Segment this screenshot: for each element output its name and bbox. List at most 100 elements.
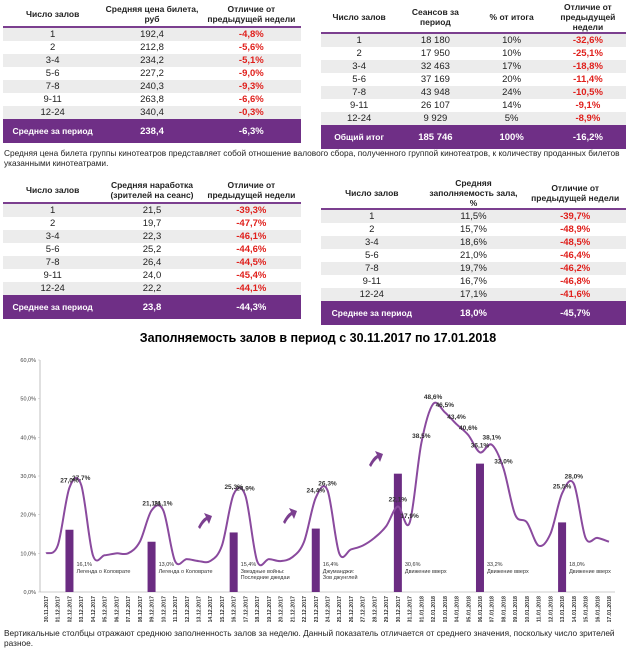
cell: 19,7% xyxy=(422,262,525,275)
bar-film: Движение вверх xyxy=(487,569,529,575)
table: Число залов Сеансов за период% от итога От… xyxy=(321,2,626,149)
x-tick-label: 14.01.2018 xyxy=(572,596,578,622)
table-foot: Среднее за период 18,0% -45,7% xyxy=(321,301,626,325)
point-label: 38,1% xyxy=(482,435,501,442)
header-cell: Число залов xyxy=(321,178,423,210)
cell: 12-24 xyxy=(321,112,398,125)
point-label: 36,1% xyxy=(471,442,490,449)
bar-film: Движение вверх xyxy=(405,569,447,575)
header-cell: Число залов xyxy=(3,178,103,204)
cell: 9-11 xyxy=(43,270,62,281)
x-tick-label: 15.12.2017 xyxy=(220,596,226,622)
y-tick-label: 10,0% xyxy=(20,551,36,557)
point-label: 32,0% xyxy=(494,458,513,465)
bar xyxy=(65,529,74,592)
cell: -48,5% xyxy=(524,236,626,249)
header-row: Число залов Средняя заполняемость зала, %… xyxy=(321,178,626,210)
cell: 17 950 xyxy=(420,48,450,59)
point-label: 48,6% xyxy=(424,394,443,401)
cell: 5% xyxy=(473,112,550,125)
x-tick-label: 20.12.2017 xyxy=(279,596,285,622)
x-tick-label: 24.12.2017 xyxy=(326,596,332,622)
cell: 12-24 xyxy=(3,106,103,119)
row: 7-8 240,3 -9,3% xyxy=(3,80,301,93)
x-tick-label: 13.12.2017 xyxy=(196,596,202,622)
cell: -9,0% xyxy=(238,68,264,79)
bar xyxy=(147,541,156,592)
row: 1 21,5 -39,3% xyxy=(3,203,301,217)
bar-label: 30,6% xyxy=(405,562,421,568)
cell: 212,8 xyxy=(140,42,164,53)
footer-cell: Общий итог xyxy=(321,125,398,149)
cell: -9,1% xyxy=(575,100,601,111)
footer-cell: -6,3% xyxy=(201,119,301,143)
cell: -46,2% xyxy=(524,262,626,275)
row: 12-24 17,1% -41,6% xyxy=(321,288,626,301)
x-tick-label: 07.01.2018 xyxy=(490,596,496,622)
point-label: 27,0% xyxy=(60,478,79,485)
point-label: 46,5% xyxy=(436,402,455,409)
cell: 1 xyxy=(321,33,398,47)
cell: 1 xyxy=(3,203,103,217)
point-label: 38,5% xyxy=(412,433,431,440)
y-tick-label: 30,0% xyxy=(20,474,36,480)
x-tick-label: 21.12.2017 xyxy=(290,596,296,622)
cell: 18 180 xyxy=(397,33,474,47)
header-row: Число залов Средняя цена билета, руб Отлич… xyxy=(3,2,301,28)
point-label: 28,0% xyxy=(565,474,584,481)
cell: 9-11 xyxy=(349,100,369,111)
header-cell: Число залов xyxy=(321,2,398,34)
footer-cell: 23,8 xyxy=(102,295,202,319)
cell: 21,5 xyxy=(102,203,202,217)
cell: -5,6% xyxy=(238,42,264,53)
cell: -39,3% xyxy=(201,203,301,217)
note: Средняя цена билета группы кинотеатров п… xyxy=(4,148,620,168)
cell: 19,7 xyxy=(142,218,162,229)
table-body: 1 11,5% -39,7% 2 15,7% -48,9% 3-4 18,6% -48,5% 5-… xyxy=(321,209,626,301)
header-cell: Средняя цена билета, руб xyxy=(102,2,202,28)
table-head: Число залов Средняя заполняемость зала, %… xyxy=(321,178,626,210)
cell: 7-8 xyxy=(3,80,103,93)
cell: -10,5% xyxy=(549,86,626,99)
point-label: 27,7% xyxy=(72,475,91,482)
cell: -45,4% xyxy=(236,270,267,281)
x-tick-label: 30.12.2017 xyxy=(396,596,402,622)
cell: 240,3 xyxy=(102,80,202,93)
bar-film: Последние джедаи xyxy=(241,575,290,581)
row: 2 17 950 10% -25,1% xyxy=(321,47,626,60)
x-tick-label: 27.12.2017 xyxy=(361,596,367,622)
x-tick-label: 05.12.2017 xyxy=(103,596,109,622)
cell: 24% xyxy=(473,86,550,99)
bar xyxy=(311,528,320,592)
x-tick-label: 04.12.2017 xyxy=(91,596,97,622)
y-tick-label: 50,0% xyxy=(20,397,36,403)
bar-label: 16,4% xyxy=(323,562,339,568)
table-head: Число залов Сеансов за период% от итога От… xyxy=(321,2,626,34)
table-body: 1 18 180 10% -32,6% 2 17 950 10% -25,1% 3-4 32 46… xyxy=(321,33,626,125)
y-tick-label: 0,0% xyxy=(23,590,36,596)
cell: -6,6% xyxy=(238,94,264,105)
cell: 9-11 xyxy=(43,94,62,105)
cell: 5-6 xyxy=(352,74,366,85)
cell: 26 107 xyxy=(420,100,450,111)
x-tick-label: 03.12.2017 xyxy=(79,596,85,622)
cell: 9 929 xyxy=(397,112,474,125)
footer-row: Среднее за период 18,0% -45,7% xyxy=(321,301,626,325)
cell: 25,2 xyxy=(142,244,162,255)
footer-cell: Среднее за период xyxy=(3,119,103,143)
row: 5-6 25,2 -44,6% xyxy=(3,243,301,256)
table-foot: Общий итог 185 746 100% -16,2% xyxy=(321,125,626,149)
point-label: 21,1% xyxy=(142,500,161,507)
y-tick-label: 20,0% xyxy=(20,513,36,519)
row: 9-11 263,8 -6,6% xyxy=(3,93,301,106)
x-tick-label: 10.01.2018 xyxy=(525,596,531,622)
bar-film: Движение вверх xyxy=(569,569,611,575)
cell: 12-24 xyxy=(3,282,103,295)
point-label: 40,6% xyxy=(459,425,478,432)
row: 12-24 9 929 5% -8,9% xyxy=(321,112,626,125)
cell: -41,6% xyxy=(524,288,626,301)
cell: 7-8 xyxy=(321,86,398,99)
bar xyxy=(229,532,238,592)
footer-cell: 185 746 xyxy=(397,125,474,149)
